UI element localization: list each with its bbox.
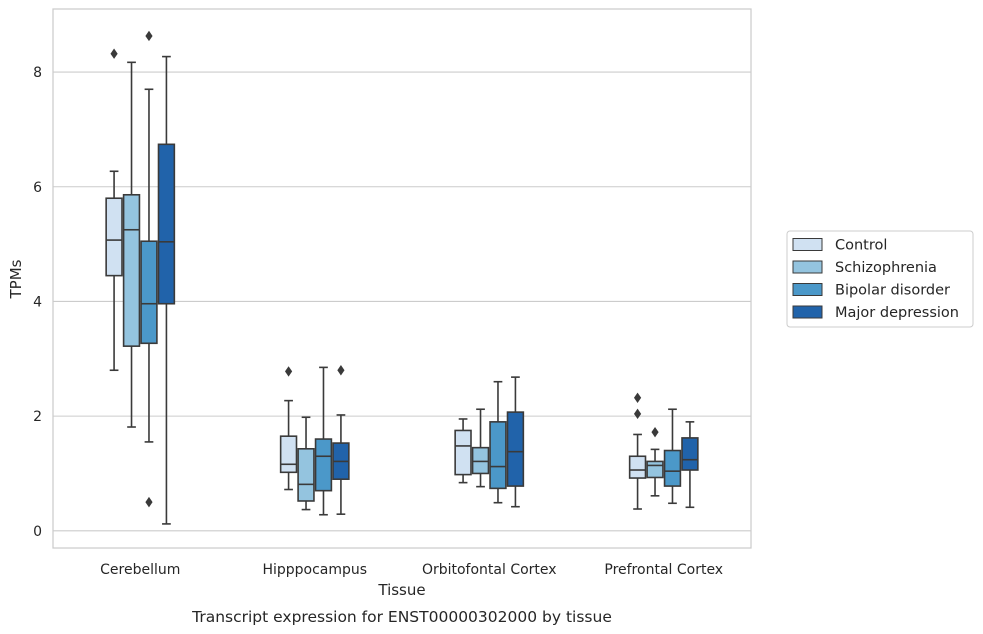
box-control (105, 48, 123, 372)
box-schizophrenia (122, 61, 141, 428)
x-axis-label: Tissue (377, 581, 425, 599)
outlier-point (145, 30, 153, 42)
outlier-point (110, 48, 118, 59)
y-tick-labels: 0 2 4 6 8 (33, 65, 42, 540)
outlier-point (284, 366, 293, 377)
outlier-point (145, 496, 153, 508)
legend-swatch (792, 260, 823, 274)
legend-label: Major depression (835, 305, 959, 321)
box-iqr (297, 448, 315, 502)
box-iqr (471, 446, 490, 475)
box-iqr (454, 429, 472, 476)
x-tick-label: Orbitofontal Cortex (422, 562, 557, 578)
box-iqr (628, 455, 647, 479)
box-bipolar-disorder (489, 380, 507, 504)
y-tick-label: 4 (33, 294, 42, 310)
x-tick-labels: Cerebellum Hipppocampus Orbitofontal Corte… (100, 562, 723, 578)
boxes-layer (105, 30, 699, 525)
legend-label: Bipolar disorder (835, 283, 950, 299)
box-control (279, 366, 298, 491)
box-iqr (105, 197, 123, 277)
outlier-point (651, 426, 659, 438)
box-iqr (122, 193, 141, 347)
box-schizophrenia (646, 426, 664, 497)
legend: Control Schizophrenia Bipolar disorder Majo… (786, 230, 974, 328)
box-iqr (681, 437, 699, 471)
y-tick-label: 8 (33, 65, 42, 81)
box-iqr (489, 421, 507, 490)
box-major-depression (681, 421, 699, 509)
x-tick-label: Hipppocampus (262, 562, 367, 578)
plot-frame (52, 8, 752, 549)
box-bipolar-disorder (663, 408, 682, 505)
box-control (628, 392, 647, 510)
outlier-point (633, 408, 642, 420)
box-iqr (646, 460, 664, 479)
legend-label: Schizophrenia (835, 260, 937, 276)
box-bipolar-disorder (314, 366, 333, 516)
legend-swatch (792, 283, 823, 296)
legend-swatch (792, 305, 823, 319)
box-bipolar-disorder (140, 30, 158, 508)
box-major-depression (157, 55, 176, 525)
box-iqr (157, 143, 176, 305)
legend-swatch (792, 238, 823, 251)
box-schizophrenia (471, 408, 490, 488)
box-major-depression (332, 365, 350, 515)
y-tick-label: 2 (33, 409, 42, 425)
outlier-point (337, 365, 345, 376)
box-major-depression (506, 376, 525, 508)
y-tick-label: 0 (33, 524, 42, 540)
box-iqr (314, 438, 333, 492)
legend-label: Control (835, 238, 887, 254)
box-iqr (140, 240, 158, 345)
box-iqr (663, 449, 682, 487)
box-iqr (279, 435, 298, 474)
box-schizophrenia (297, 416, 315, 511)
y-tick-label: 6 (33, 180, 42, 196)
box-control (454, 418, 472, 484)
box-iqr (506, 411, 525, 487)
x-tick-label: Cerebellum (100, 562, 180, 578)
chart-caption: Transcript expression for ENST0000030200… (191, 608, 612, 626)
x-tick-label: Prefrontal Cortex (604, 562, 723, 578)
y-axis-label: TPMs (7, 259, 25, 299)
legend-frame (786, 230, 974, 328)
outlier-point (633, 392, 642, 403)
